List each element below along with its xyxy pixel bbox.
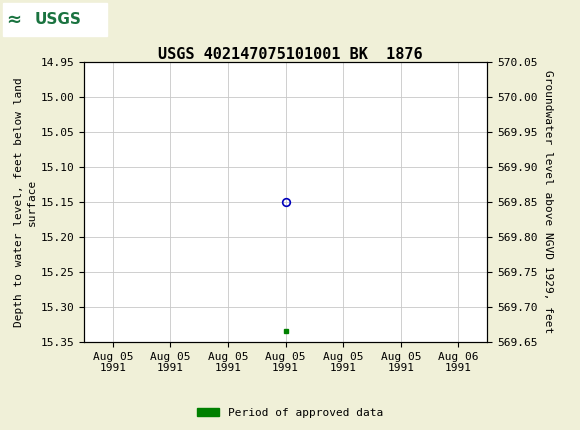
Text: USGS: USGS	[35, 12, 82, 27]
Text: ≈: ≈	[6, 11, 21, 29]
Text: USGS 402147075101001 BK  1876: USGS 402147075101001 BK 1876	[158, 47, 422, 62]
Y-axis label: Depth to water level, feet below land
surface: Depth to water level, feet below land su…	[14, 77, 37, 327]
Bar	[3, 3, 107, 37]
Legend: Period of approved data: Period of approved data	[193, 403, 387, 422]
Y-axis label: Groundwater level above NGVD 1929, feet: Groundwater level above NGVD 1929, feet	[543, 71, 553, 334]
